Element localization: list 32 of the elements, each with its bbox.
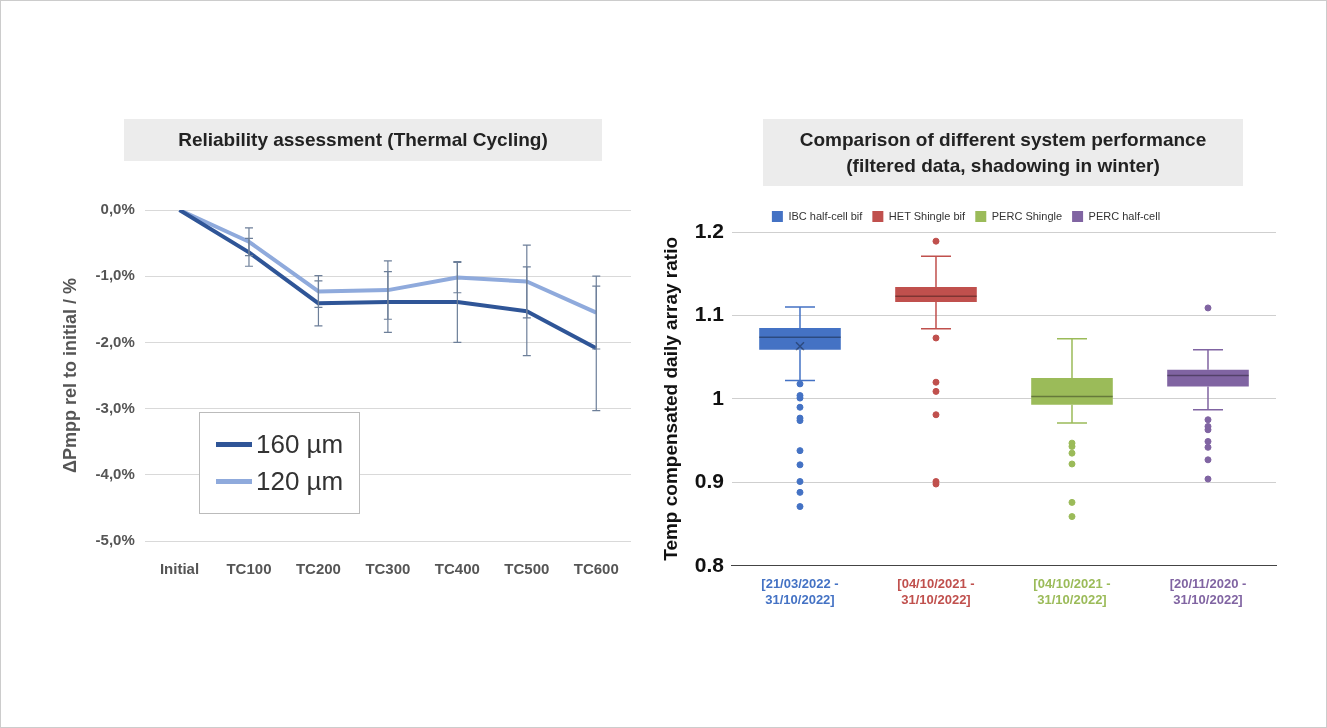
x-tick-label: TC300: [365, 560, 411, 578]
chart-title: Reliability assessment (Thermal Cycling): [124, 119, 602, 161]
x-tick-label: [04/10/2021 - 31/10/2022]: [897, 576, 975, 607]
y-axis-title: Temp compensated daily array ratio: [659, 236, 681, 561]
y-tick-label: -4,0%: [95, 464, 135, 482]
y-axis-title: ΔPmpp rel to initial / %: [59, 278, 80, 473]
y-tick-label: 0,0%: [100, 200, 135, 218]
y-tick-label: -5,0%: [95, 531, 135, 549]
legend-label: PERC half-cell: [1088, 209, 1161, 222]
x-tick-label: [20/11/2020 - 31/10/2022]: [1169, 576, 1247, 607]
x-tick-label: TC200: [295, 560, 341, 578]
y-tick-label: 0.8: [694, 552, 725, 576]
x-tick-label: TC100: [226, 560, 272, 578]
x-tick-label: Initial: [159, 560, 200, 578]
y-tick-label: -2,0%: [95, 332, 135, 350]
legend-label: IBC half-cell bif: [788, 209, 864, 222]
x-tick-label: TC400: [434, 560, 480, 578]
y-tick-label: -3,0%: [95, 398, 135, 416]
y-tick-label: 1.2: [694, 218, 724, 242]
x-tick-label: TC500: [504, 560, 550, 578]
x-tick-label: [21/03/2022 - 31/10/2022]: [761, 576, 839, 607]
legend-label: 120 µm: [256, 466, 344, 497]
x-tick-label: TC600: [573, 560, 619, 578]
legend-label: PERC Shingle: [991, 209, 1063, 222]
legend-label: HET Shingle bif: [888, 209, 967, 222]
y-tick-label: 1.1: [694, 302, 725, 326]
chart-title: Comparison of different system performance (filtered data, shadowing in winter): [763, 119, 1243, 187]
y-tick-label: -1,0%: [95, 266, 135, 284]
y-tick-label: 1: [712, 385, 725, 409]
x-tick-label: [04/10/2021 - 31/10/2022]: [1033, 576, 1111, 607]
legend-label: 160 µm: [256, 429, 344, 460]
y-tick-label: 0.9: [694, 469, 724, 493]
